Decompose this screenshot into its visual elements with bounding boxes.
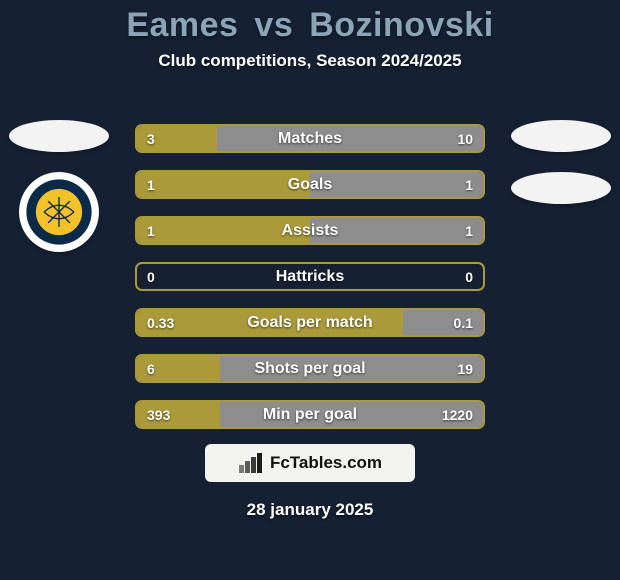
mariners-badge-icon [25,178,93,246]
club-placeholder-right [511,172,611,204]
stat-value-right: 10 [447,126,483,151]
avatar-column-left [4,120,114,252]
stat-value-left: 0 [137,264,165,289]
stats-container: Matches310Goals11Assists11Hattricks00Goa… [135,124,485,429]
infographic-root: Eames vs Bozinovski Club competitions, S… [0,0,620,580]
page-title: Eames vs Bozinovski [0,0,620,45]
avatar-column-right [506,120,616,204]
stat-value-left: 6 [137,356,165,381]
title-player-left: Eames [126,6,238,44]
fctables-logo: FcTables.com [205,444,415,482]
stat-fill-right [217,126,483,151]
stat-value-right: 1 [455,172,483,197]
stat-value-right: 1 [455,218,483,243]
stat-value-left: 1 [137,218,165,243]
stat-row: Min per goal3931220 [135,400,485,429]
title-player-right: Bozinovski [309,6,493,44]
player-silhouette-left [9,120,109,152]
stat-value-right: 0.1 [444,310,483,335]
stat-value-left: 0.33 [137,310,184,335]
stat-value-right: 19 [447,356,483,381]
stat-row: Goals per match0.330.1 [135,308,485,337]
stat-value-right: 0 [455,264,483,289]
club-badge-left [19,172,99,252]
stat-value-left: 3 [137,126,165,151]
subtitle: Club competitions, Season 2024/2025 [0,51,620,71]
stat-value-left: 393 [137,402,180,427]
bar-chart-icon [238,453,264,473]
stat-row: Assists11 [135,216,485,245]
stat-row: Goals11 [135,170,485,199]
stat-value-right: 1220 [432,402,483,427]
stat-row: Shots per goal619 [135,354,485,383]
stat-row: Matches310 [135,124,485,153]
title-vs: vs [254,6,293,44]
stat-label: Hattricks [137,264,483,289]
stat-value-left: 1 [137,172,165,197]
fctables-logo-text: FcTables.com [270,453,382,473]
stat-row: Hattricks0 0 [135,262,485,291]
player-silhouette-right [511,120,611,152]
date-text: 28 january 2025 [0,500,620,520]
stat-fill-right [220,356,483,381]
